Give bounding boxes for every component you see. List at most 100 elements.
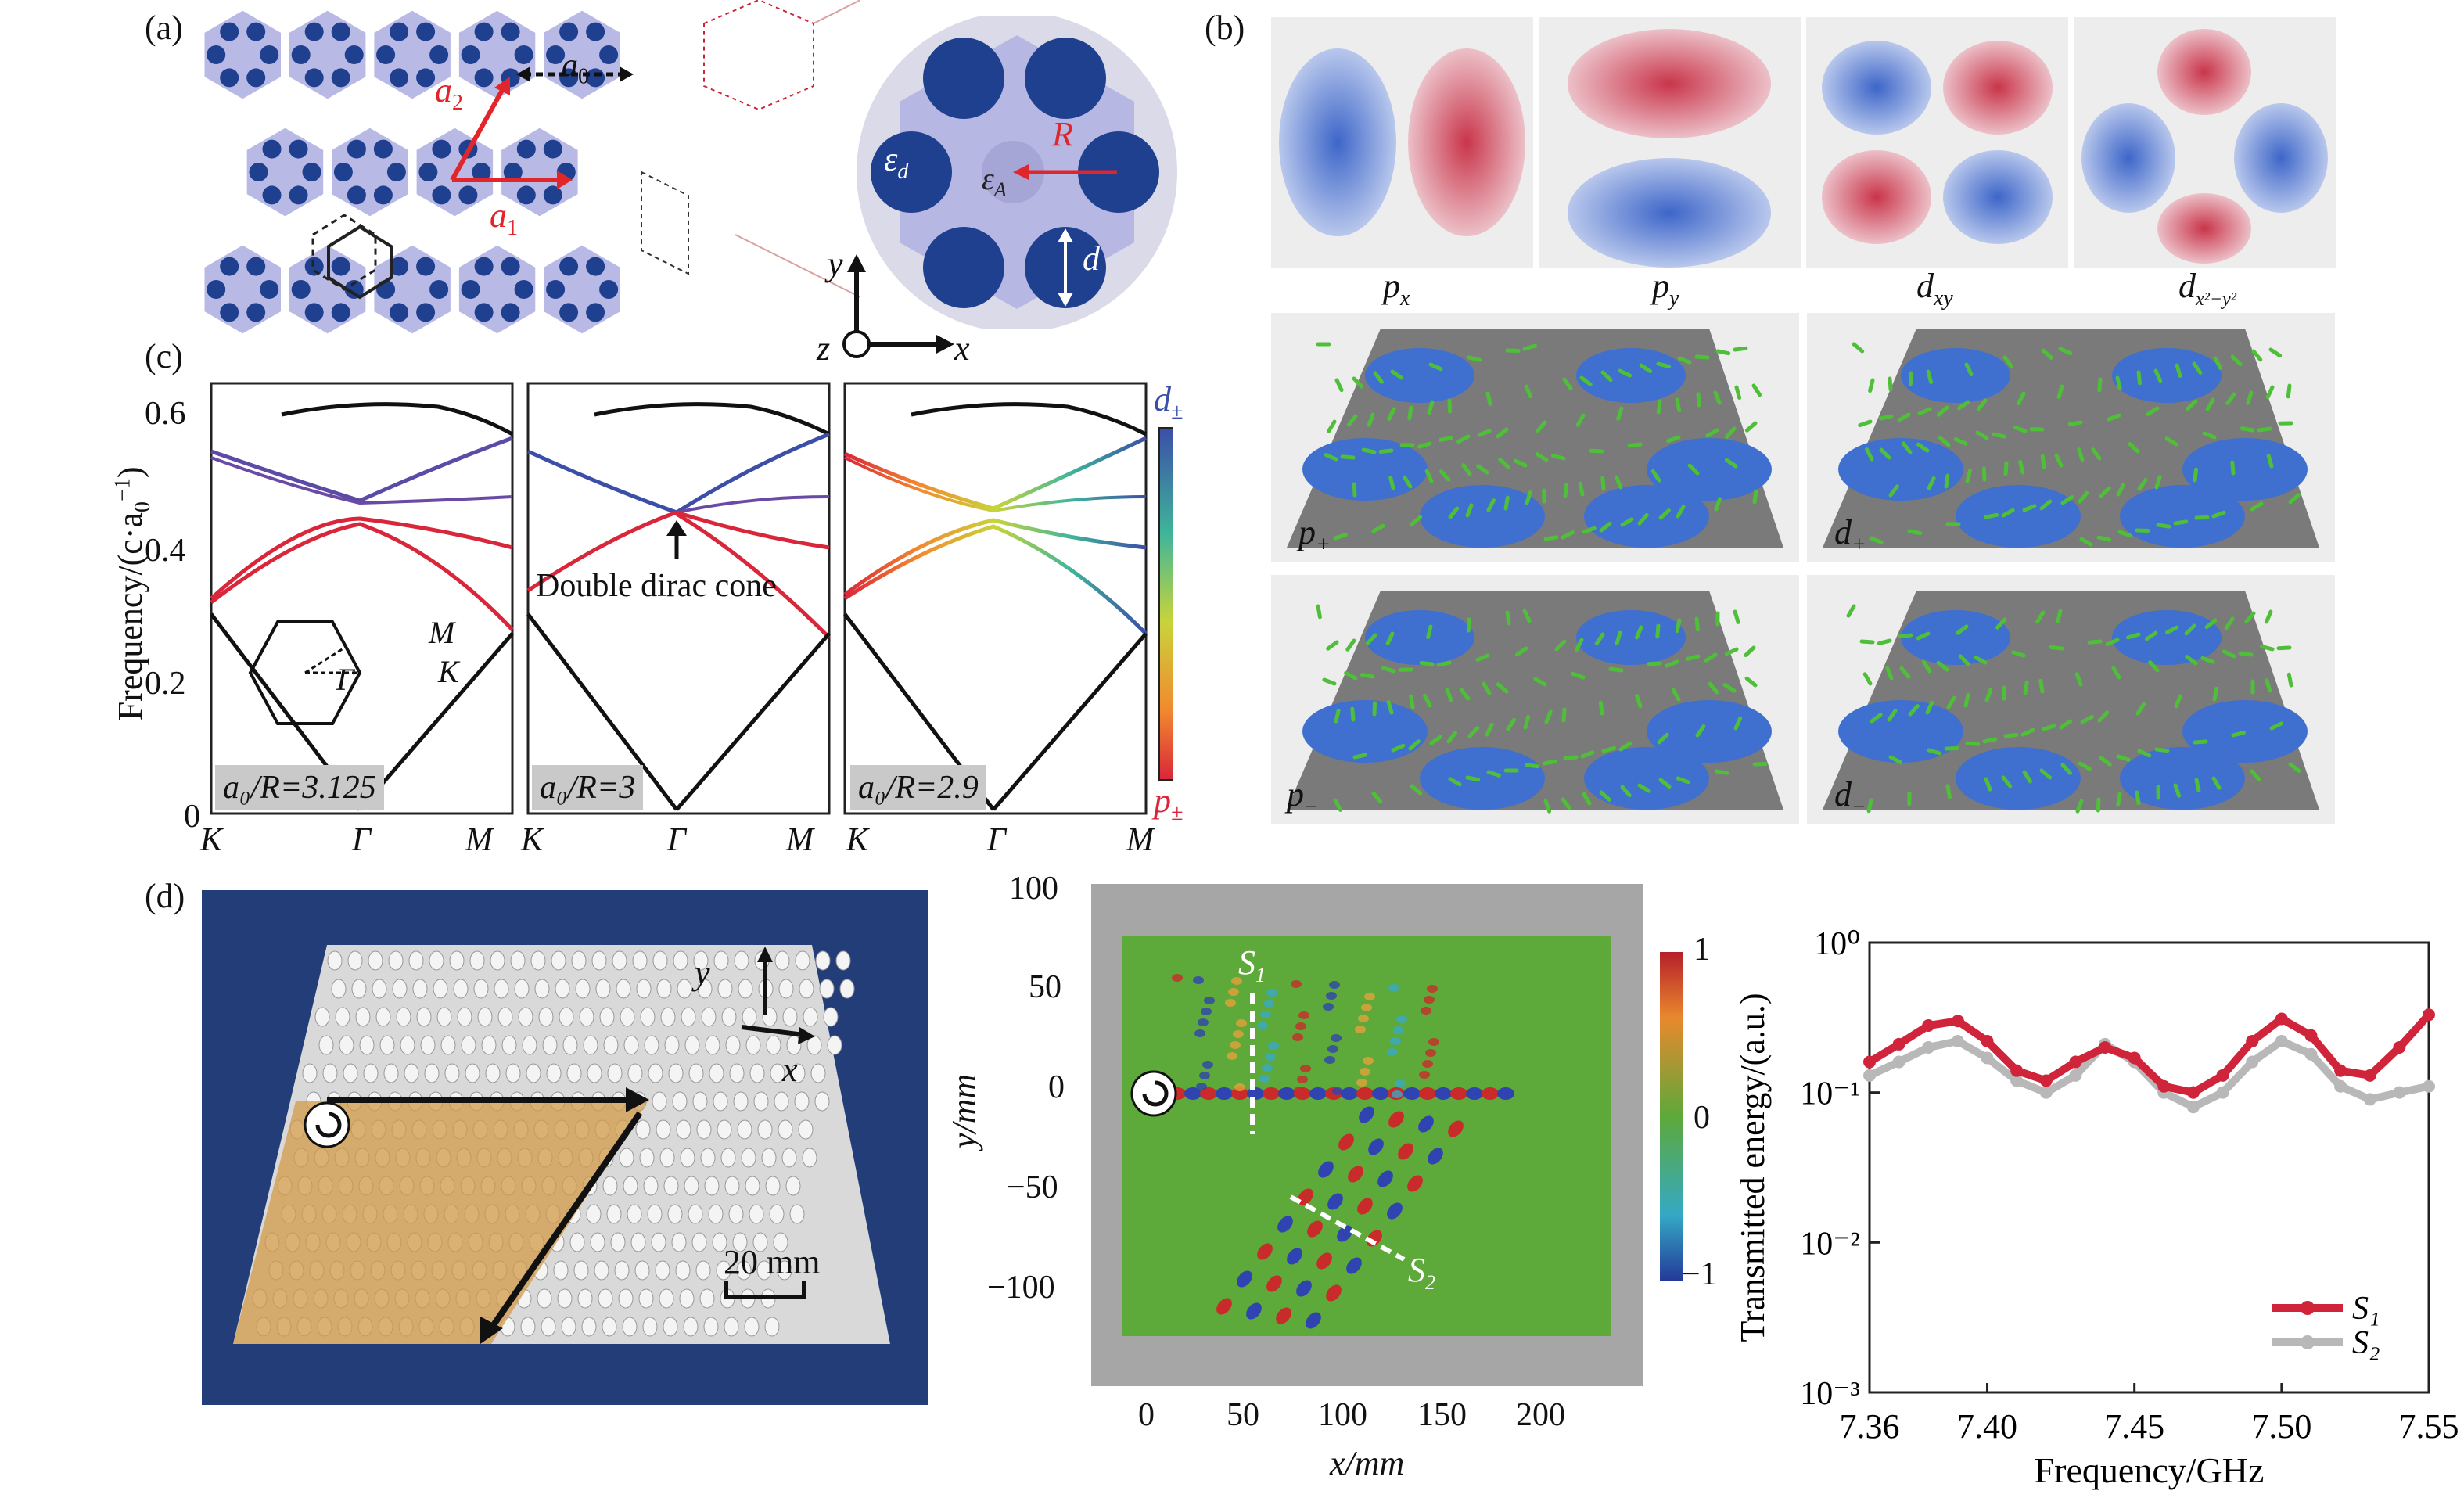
field-arrow <box>1705 428 1719 438</box>
legend-marker <box>2301 1335 2315 1349</box>
rod <box>289 185 308 205</box>
field-blob <box>1398 1143 1413 1160</box>
chart-xlabel: Frequency/GHz <box>2035 1450 2265 1490</box>
field-arrow <box>1936 660 1949 672</box>
double-dirac-arrowhead <box>666 520 687 536</box>
rod-bottom-left <box>923 227 1004 308</box>
field-arrow <box>1965 741 1981 746</box>
field-xlabel: x/mm <box>1330 1444 1405 1482</box>
field-arrow <box>2107 413 2121 422</box>
pillar <box>638 1288 654 1309</box>
field-arrow <box>1916 631 1931 641</box>
field-blob <box>1448 1120 1464 1137</box>
rod <box>262 185 282 205</box>
pillar <box>639 1148 655 1168</box>
field-arrow <box>1877 638 1892 645</box>
mode-dx2y2-field <box>2081 29 2328 264</box>
field-arrow <box>1513 458 1528 468</box>
pillar <box>773 1232 788 1252</box>
diameter-arrowhead-bottom <box>1058 293 1073 307</box>
unit-cell-zoom <box>857 16 1177 329</box>
field-arrow <box>1439 469 1451 482</box>
label-p-minus: p− <box>1287 775 1319 819</box>
field-arrow <box>1522 609 1532 623</box>
field-arrow <box>2194 778 2201 793</box>
series-point <box>2186 1086 2200 1099</box>
field-arrow <box>1536 420 1547 433</box>
field-arrow <box>1352 376 1364 389</box>
series-point <box>1981 1051 1994 1065</box>
pillar <box>616 979 631 999</box>
colorbar-bottom-label: p± <box>1154 781 1184 825</box>
field-arrow <box>1713 390 1722 405</box>
rod <box>432 139 451 159</box>
field-arrow <box>1976 398 1988 411</box>
pillar <box>331 979 347 999</box>
field-arrow <box>2013 425 2028 433</box>
band-box-2 <box>526 382 831 815</box>
field-arrow <box>2080 714 2094 724</box>
field-blob <box>1450 1087 1467 1100</box>
field-arrow <box>1467 355 1482 362</box>
band-1-flat <box>210 456 513 505</box>
rod <box>260 45 279 64</box>
field-blob <box>1346 1257 1362 1274</box>
pillar <box>449 950 465 971</box>
field-arrow <box>1542 759 1557 766</box>
field-xtick-0: 0 <box>1138 1397 1155 1433</box>
pillar <box>756 1260 772 1281</box>
mode-py-field <box>1568 29 1771 268</box>
field-arrow <box>1744 676 1758 688</box>
pillar <box>429 950 444 971</box>
chart-ylabel: Transmitted energy/(a.u.) <box>1733 993 1772 1342</box>
field-blob <box>1233 1030 1244 1038</box>
pillar <box>322 1063 338 1083</box>
pillar <box>688 1204 703 1224</box>
c-ytick-04: 0.4 <box>145 533 186 569</box>
field-arrow <box>2056 609 2063 624</box>
pillar <box>510 950 526 971</box>
inset-brillouin-zone <box>248 620 362 725</box>
pillar <box>444 1063 460 1083</box>
field-blob <box>1387 1202 1403 1220</box>
field-arrow <box>2078 761 2092 771</box>
field-arrow <box>1908 704 1920 717</box>
rod <box>344 45 364 64</box>
field-blob <box>1200 1087 1217 1100</box>
field-arrow <box>1984 688 1993 702</box>
field-blob <box>1201 1008 1212 1015</box>
field-blob <box>1327 1193 1343 1210</box>
pillar <box>375 1007 391 1027</box>
field-arrow <box>1687 463 1700 476</box>
pillar <box>839 979 855 999</box>
field-map <box>1091 884 1643 1386</box>
field-blob <box>1216 1298 1232 1315</box>
rod <box>304 303 324 322</box>
field-blob <box>1421 1007 1431 1015</box>
band-2-red-left <box>526 510 677 593</box>
field-arrow <box>2192 361 2203 375</box>
rod <box>501 22 520 41</box>
pillar <box>675 1260 691 1281</box>
rod <box>249 163 268 181</box>
pillar <box>680 1148 695 1168</box>
field-arrow <box>1722 683 1737 693</box>
field-arrow <box>2154 747 2170 753</box>
pillar <box>749 1063 765 1083</box>
field-blob <box>1225 999 1236 1007</box>
field-arrow <box>2096 797 2101 813</box>
field-arrow <box>2212 686 2219 702</box>
pillar <box>769 1204 785 1224</box>
field-arrow <box>2135 528 2150 533</box>
mode-p-minus-plate <box>1287 591 1783 810</box>
x-tick-label: 7.55 <box>2399 1407 2459 1446</box>
pillar <box>594 1260 609 1281</box>
pillar <box>803 1007 818 1027</box>
pillar <box>660 1007 676 1027</box>
field-arrow <box>2288 493 2301 505</box>
field-arrow <box>1620 517 1634 527</box>
field-arrow <box>1733 346 1748 352</box>
field-arrow <box>2002 355 2013 368</box>
field-arrow <box>1505 348 1521 353</box>
field-blob <box>1236 1019 1247 1027</box>
